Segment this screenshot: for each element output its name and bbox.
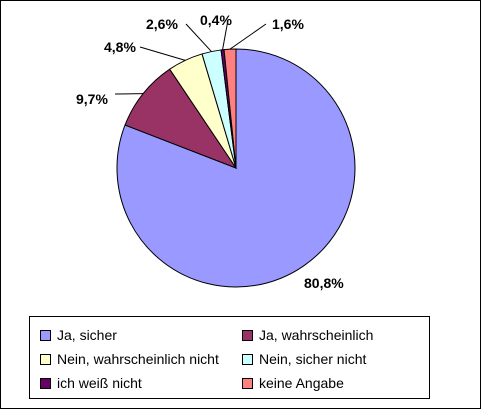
legend-swatch-nein-wahrscheinlich-nicht (40, 353, 51, 365)
data-labels: 80,8% 9,7% 4,8% 2,6% 0,4% 1,6% (76, 12, 344, 291)
data-label-nein-sicher-nicht: 2,6% (146, 16, 178, 32)
data-label-ja-wahrscheinlich: 9,7% (76, 91, 108, 107)
legend-swatch-keine-angabe (242, 377, 253, 389)
legend-item-ja-sicher: Ja, sicher (40, 327, 117, 343)
legend-label-nein-wahrscheinlich-nicht: Nein, wahrscheinlich nicht (57, 351, 219, 367)
pie-slice-ja-sicher (116, 48, 356, 288)
legend-label-keine-angabe: keine Angabe (259, 375, 344, 391)
data-label-keine-angabe: 1,6% (272, 16, 304, 32)
leader-line-keine-angabe (229, 23, 267, 50)
legend: Ja, sicher Ja, wahrscheinlich Nein, wahr… (29, 316, 430, 399)
data-label-ich-weiss-nicht: 0,4% (200, 12, 232, 28)
leader-line-nein-sicher-nicht (185, 23, 212, 52)
legend-swatch-ja-wahrscheinlich (242, 329, 253, 341)
legend-swatch-ja-sicher (40, 329, 51, 341)
leader-line-nein-wahrscheinlich-nicht (139, 46, 186, 61)
leader-line-ich-weiss-nicht (222, 19, 229, 50)
legend-swatch-nein-sicher-nicht (242, 353, 253, 365)
pie-slices (116, 48, 356, 288)
legend-item-ja-wahrscheinlich: Ja, wahrscheinlich (242, 327, 373, 343)
legend-item-nein-wahrscheinlich-nicht: Nein, wahrscheinlich nicht (40, 351, 219, 367)
legend-label-ich-weiss-nicht: ich weiß nicht (57, 375, 142, 391)
leader-lines (114, 19, 267, 95)
legend-label-ja-sicher: Ja, sicher (57, 327, 117, 343)
legend-label-ja-wahrscheinlich: Ja, wahrscheinlich (259, 327, 374, 343)
legend-label-nein-sicher-nicht: Nein, sicher nicht (259, 351, 367, 367)
legend-item-nein-sicher-nicht: Nein, sicher nicht (242, 351, 366, 367)
data-label-nein-wahrscheinlich-nicht: 4,8% (104, 39, 136, 55)
data-label-ja-sicher: 80,8% (304, 275, 344, 291)
legend-swatch-ich-weiss-nicht (40, 377, 51, 389)
legend-item-keine-angabe: keine Angabe (242, 375, 344, 391)
pie-chart: 80,8% 9,7% 4,8% 2,6% 0,4% 1,6% (76, 12, 356, 291)
legend-item-ich-weiss-nicht: ich weiß nicht (40, 375, 142, 391)
